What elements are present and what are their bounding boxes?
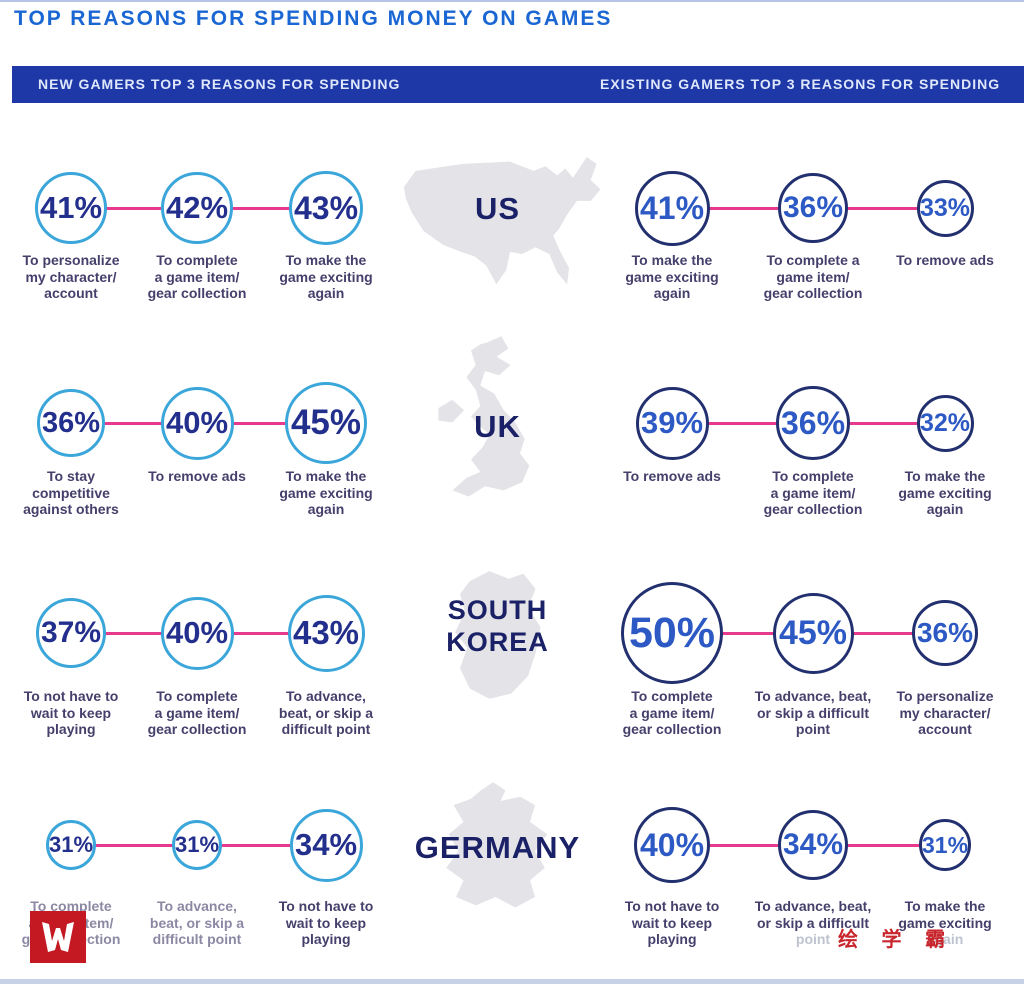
us-new-bubble-3: 43% <box>289 171 363 245</box>
uk-existing-reason-1: To remove ads <box>623 468 721 484</box>
germany-existing-reason-2: To advance, beat, or skip a difficult poin… <box>754 898 872 947</box>
south-korea-existing-bubble-1: 50% <box>621 582 723 684</box>
us-existing-bubble-1: 41% <box>634 170 710 246</box>
watermark-logo <box>30 911 86 963</box>
south-korea-existing-reason-2: To advance, beat, or skip a difficult poin… <box>754 688 872 737</box>
us-existing-bubble-2: 36% <box>778 173 848 243</box>
south-korea-label: SOUTH KOREA <box>446 595 549 657</box>
page-title: TOP REASONS FOR SPENDING MONEY ON GAMES <box>14 7 613 30</box>
south-korea-existing-reason-3: To personalize my character/account <box>896 688 994 737</box>
header-label-existing-gamers: EXISTING GAMERS TOP 3 REASONS FOR SPENDI… <box>600 76 1001 92</box>
us-new-reason-2: To complete a game item/gear collection <box>147 252 247 301</box>
south-korea-map <box>455 571 541 699</box>
germany-map <box>446 782 548 908</box>
germany-new-bubble-1: 31% <box>46 820 96 870</box>
germany-existing-reason-1: To not have to wait to keep playing <box>624 898 720 947</box>
germany-new-bubble-2: 31% <box>172 820 222 870</box>
south-korea-new-bubble-1: 37% <box>36 598 106 668</box>
south-korea-new-reason-3: To advance, beat, or skip a difficult poin… <box>278 688 374 737</box>
us-new-bubble-1: 41% <box>35 172 107 244</box>
germany-new-bubble-3: 34% <box>289 808 363 882</box>
us-existing-reason-3: To remove ads <box>896 252 994 268</box>
uk-existing-bubble-1: 39% <box>635 386 709 460</box>
germany-new-reason-2: To advance, beat, or skip a difficult poin… <box>149 898 245 947</box>
uk-new-reason-3: To make the game exciting again <box>279 468 373 517</box>
us-map <box>403 156 601 285</box>
south-korea-existing-bubble-3: 36% <box>912 600 978 666</box>
us-new-reason-3: To make the game exciting again <box>279 252 373 301</box>
header-bar: NEW GAMERS TOP 3 REASONS FOR SPENDING EX… <box>12 66 1024 103</box>
south-korea-new-bubble-2: 40% <box>160 596 234 670</box>
uk-new-reason-2: To remove ads <box>148 468 246 484</box>
top-edge-strip <box>0 0 1024 2</box>
us-existing-reason-2: To complete a game item/gear collection <box>763 252 863 301</box>
germany-existing-reason-3: To make the game exciting again <box>898 898 992 947</box>
us-new-reason-1: To personalize my character/account <box>22 252 120 301</box>
south-korea-new-bubble-3: 43% <box>287 594 365 672</box>
uk-new-bubble-3: 45% <box>285 382 367 464</box>
south-korea-existing-reason-1: To complete a game item/gear collection <box>622 688 722 737</box>
germany-label: GERMANY <box>414 830 581 865</box>
us-existing-reason-1: To make the game exciting again <box>625 252 719 301</box>
south-korea-new-reason-2: To complete a game item/gear collection <box>147 688 247 737</box>
header-label-new-gamers: NEW GAMERS TOP 3 REASONS FOR SPENDING <box>38 76 401 92</box>
germany-existing-bubble-1: 40% <box>634 807 710 883</box>
us-existing-bubble-3: 33% <box>916 179 974 237</box>
bottom-edge-strip <box>0 979 1024 984</box>
uk-label: UK <box>474 409 521 444</box>
uk-new-bubble-1: 36% <box>37 389 105 457</box>
uk-existing-reason-3: To make the game exciting again <box>898 468 992 517</box>
germany-existing-bubble-2: 34% <box>778 810 848 880</box>
uk-new-bubble-2: 40% <box>160 386 234 460</box>
uk-existing-bubble-3: 32% <box>916 394 974 452</box>
germany-new-reason-3: To not have to wait to keep playing <box>278 898 374 947</box>
south-korea-existing-bubble-2: 45% <box>772 592 854 674</box>
uk-map <box>438 336 530 497</box>
uk-existing-bubble-2: 36% <box>776 386 850 460</box>
uk-existing-reason-2: To complete a game item/gear collection <box>763 468 863 517</box>
us-new-bubble-2: 42% <box>161 172 233 244</box>
us-label: US <box>474 191 521 226</box>
watermark-cn-text: 绘 学 霸 <box>838 929 955 951</box>
germany-existing-bubble-3: 31% <box>919 819 971 871</box>
watermark-w-icon <box>42 922 74 952</box>
south-korea-new-reason-1: To not have to wait to keep playing <box>23 688 119 737</box>
uk-new-reason-1: To stay competitive against others <box>23 468 119 517</box>
